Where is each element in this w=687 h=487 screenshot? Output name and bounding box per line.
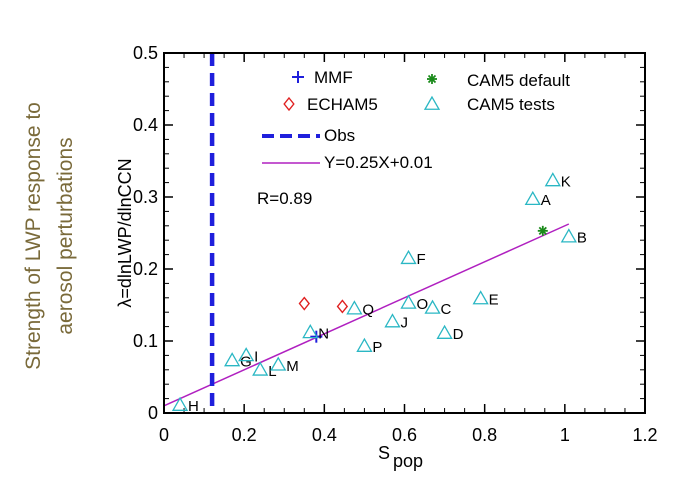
- outer-ylabel: Strength of LWP response to aerosol pert…: [22, 102, 77, 370]
- axis-ticks: 0 0.2 0.4 0.6 0.8 1 1.2 0 0.1 0.2 0.3 0.4 0.5: [133, 43, 658, 445]
- fit-line: [163, 223, 570, 407]
- data-point-triangle: [171, 396, 189, 411]
- legend-mmf-marker: [292, 71, 304, 83]
- point-label-O: O: [417, 296, 429, 313]
- point-label-L: L: [268, 363, 276, 380]
- legend-echam5-label: ECHAM5: [307, 95, 378, 114]
- x-tick-label: 0.8: [472, 425, 497, 445]
- x-tick-label: 1.2: [632, 425, 657, 445]
- outer-ylabel-line-2: aerosol perturbations: [54, 137, 77, 334]
- legend-item-echam5: ECHAM5: [283, 95, 378, 114]
- data-point-triangle: [270, 356, 287, 371]
- legend-item-mmf: MMF: [292, 68, 353, 87]
- data-points: A B CD E F G H I J K L M N O P Q: [171, 172, 587, 415]
- point-label-N: N: [318, 325, 329, 342]
- data-point-diamond: [336, 299, 349, 314]
- x-tick-label: 0: [159, 425, 169, 445]
- legend-triangle-icon: [423, 95, 441, 110]
- point-label-C: C: [441, 301, 452, 318]
- x-tick-label: 0.2: [232, 425, 257, 445]
- legend-fit-label: Y=0.25X+0.01: [324, 153, 433, 172]
- point-label-A: A: [541, 192, 551, 209]
- data-point-triangle: [560, 228, 577, 243]
- point-label-E: E: [489, 292, 499, 309]
- point-label-F: F: [417, 251, 426, 268]
- data-point-triangle: [346, 300, 363, 315]
- legend-item-cam5-default: CAM5 default: [427, 71, 570, 90]
- legend-asterisk-icon: [427, 74, 437, 84]
- data-point-triangle: [544, 172, 561, 187]
- data-point-triangle: [400, 249, 417, 265]
- data-point-triangle: [524, 190, 541, 206]
- data-point-diamond: [298, 296, 310, 311]
- data-point-triangle: [252, 361, 269, 376]
- y-tick-label: 0.2: [133, 259, 158, 279]
- legend-cam5-default-label: CAM5 default: [467, 71, 570, 90]
- y-tick-label: 0.5: [133, 43, 158, 63]
- y-tick-label: 0.4: [133, 115, 158, 135]
- point-label-B: B: [577, 230, 587, 247]
- correlation-annotation: R=0.89: [257, 189, 312, 208]
- y-tick-label: 0: [148, 403, 158, 423]
- point-label-P: P: [372, 339, 382, 356]
- data-point-asterisk-d: [538, 226, 547, 235]
- plot-frame: [163, 52, 646, 414]
- outer-ylabel-line-1: Strength of LWP response to: [22, 102, 45, 370]
- data-point-triangle: [436, 324, 453, 339]
- x-tick-label: 1: [560, 425, 570, 445]
- data-point-asterisk: [537, 225, 548, 236]
- point-label-H: H: [188, 398, 199, 415]
- y-tick-label: 0.3: [133, 187, 158, 207]
- legend-mmf-label: MMF: [314, 68, 353, 87]
- point-label-G: G: [240, 353, 252, 370]
- legend-obs-label: Obs: [324, 126, 355, 145]
- y-tick-label: 0.1: [133, 331, 158, 351]
- data-point-triangle: [424, 299, 441, 314]
- legend-cam5-tests-label: CAM5 tests: [467, 95, 555, 114]
- point-label-Q: Q: [362, 302, 374, 319]
- fit-line-group: [163, 223, 570, 407]
- legend-item-obs: Obs: [262, 126, 355, 145]
- legend: MMF ECHAM5 CAM5 default CAM5 tests Obs Y…: [262, 68, 570, 172]
- legend-item-cam5-tests: CAM5 tests: [423, 95, 555, 114]
- data-point-triangle: [238, 347, 255, 362]
- x-tick-label: 0.4: [312, 425, 337, 445]
- y-axis-label: λ=dlnLWP/dlnCCN: [115, 158, 135, 307]
- point-label-M: M: [286, 358, 299, 375]
- data-point-triangle: [384, 313, 401, 328]
- legend-item-fit: Y=0.25X+0.01: [262, 153, 433, 172]
- data-point-triangle: [302, 324, 319, 339]
- point-label-K: K: [561, 173, 571, 190]
- data-point-triangle: [400, 294, 417, 309]
- legend-cam5-default-marker: [427, 74, 437, 84]
- legend-asterisk-icon-d: [427, 74, 437, 84]
- legend-echam5-marker: [283, 96, 295, 112]
- legend-diamond-icon: [283, 96, 295, 112]
- x-tick-label: 0.6: [392, 425, 417, 445]
- x-axis-label-sub: pop: [393, 451, 423, 471]
- point-label-J: J: [400, 315, 408, 332]
- data-point-triangle: [356, 337, 373, 352]
- point-label-I: I: [254, 348, 258, 365]
- x-axis-label: S pop: [378, 443, 423, 471]
- data-point-triangle: [224, 352, 241, 367]
- data-point-triangle: [472, 290, 489, 305]
- legend-cam5-tests-marker: [423, 95, 441, 110]
- point-label-D: D: [453, 326, 464, 343]
- legend-plus-icon: [292, 71, 304, 83]
- x-axis-label-main: S: [378, 443, 390, 463]
